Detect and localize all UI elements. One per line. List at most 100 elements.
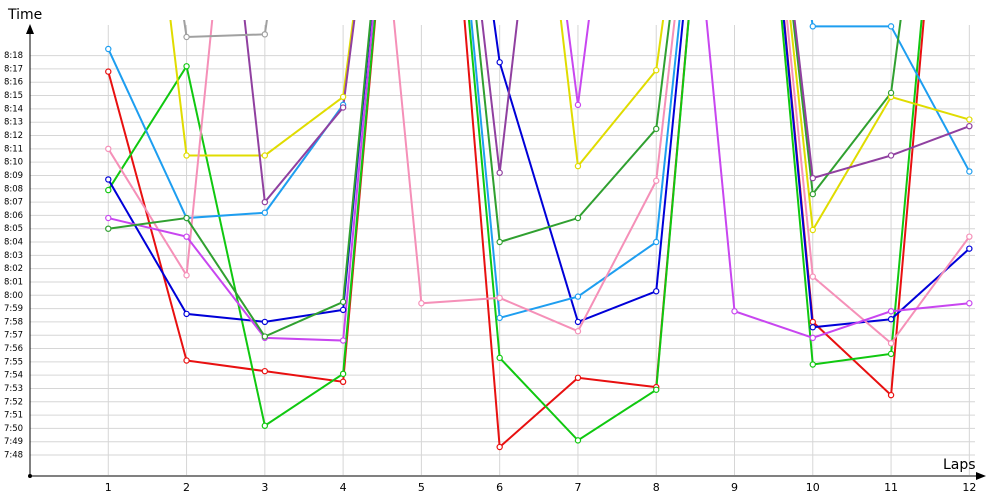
data-point — [887, 316, 895, 323]
data-point — [887, 339, 895, 347]
x-tick-label: 2 — [183, 481, 190, 494]
data-point — [339, 104, 347, 111]
data-point — [574, 328, 582, 335]
y-tick-label: 8:18 — [4, 51, 23, 61]
data-point — [887, 391, 895, 399]
data-point — [261, 318, 269, 326]
series-line — [243, 20, 970, 205]
data-point — [574, 318, 582, 326]
y-tick-label: 8:13 — [4, 118, 23, 128]
x-tick-label: 8 — [653, 481, 660, 494]
data-point — [966, 168, 973, 175]
data-point — [105, 145, 112, 153]
data-point — [496, 354, 503, 362]
series-line — [107, 20, 971, 329]
y-tick-label: 8:11 — [4, 144, 23, 154]
y-tick-label: 8:15 — [4, 91, 23, 101]
y-tick-label: 8:08 — [4, 184, 23, 194]
data-point — [496, 169, 503, 176]
data-point — [574, 101, 582, 109]
data-point — [809, 318, 816, 326]
data-point — [574, 374, 582, 382]
data-point — [809, 361, 816, 368]
y-tick-label: 8:01 — [4, 277, 23, 287]
x-axis-label: Laps — [943, 457, 976, 473]
data-point — [653, 288, 660, 295]
data-point — [105, 176, 112, 183]
y-tick-label: 8:17 — [4, 64, 23, 74]
data-point — [809, 334, 816, 342]
series-line — [108, 20, 902, 338]
series-line — [108, 20, 970, 342]
data-point — [261, 333, 269, 340]
data-point — [809, 190, 816, 198]
data-point — [183, 310, 190, 318]
y-axis-arrow — [26, 24, 34, 34]
y-tick-label: 8:14 — [4, 104, 23, 114]
y-tick-label: 8:02 — [4, 264, 23, 274]
y-tick-label: 8:06 — [4, 211, 23, 221]
y-tick-label: 8:16 — [4, 78, 23, 88]
data-point — [574, 437, 582, 444]
data-point — [339, 378, 347, 386]
data-point — [496, 59, 503, 66]
y-tick-label: 8:12 — [4, 131, 23, 141]
y-tick-label: 8:05 — [4, 224, 23, 234]
data-point — [887, 308, 895, 315]
data-point — [261, 209, 269, 216]
data-point — [183, 63, 190, 70]
data-point — [339, 370, 347, 378]
data-point — [653, 386, 660, 393]
y-axis-label: Time — [7, 7, 42, 23]
data-point — [261, 31, 269, 38]
data-point — [496, 443, 503, 451]
y-tick-label: 7:51 — [4, 411, 23, 421]
y-tick-label: 7:53 — [4, 384, 23, 394]
series-line — [169, 20, 970, 234]
data-point — [574, 214, 582, 222]
data-point — [653, 238, 660, 246]
data-point — [887, 23, 895, 30]
data-point — [261, 198, 269, 206]
data-point — [653, 67, 660, 74]
data-point — [183, 357, 190, 364]
data-point — [966, 245, 973, 252]
data-point — [261, 422, 269, 429]
y-tick-label: 8:10 — [4, 158, 23, 168]
series-line — [183, 20, 268, 39]
data-point — [183, 272, 190, 279]
data-point — [887, 89, 895, 97]
data-point — [809, 174, 816, 182]
data-point — [809, 23, 816, 30]
series-line — [107, 20, 971, 345]
x-tick-label: 7 — [574, 481, 581, 494]
data-point — [105, 186, 112, 194]
x-tick-label: 6 — [496, 481, 503, 494]
x-tick-label: 3 — [261, 481, 268, 494]
series-line — [107, 20, 971, 320]
data-point — [966, 300, 973, 307]
data-point — [339, 337, 347, 344]
data-point — [887, 152, 895, 159]
data-point — [183, 214, 190, 222]
data-point — [809, 324, 816, 331]
data-point — [574, 293, 582, 300]
data-point — [809, 273, 816, 280]
data-point — [418, 300, 425, 307]
grid — [30, 25, 975, 475]
x-tick-label: 1 — [105, 481, 112, 494]
y-tick-label: 7:59 — [4, 304, 23, 314]
data-point — [496, 314, 503, 322]
data-point — [966, 122, 973, 130]
data-point — [966, 233, 973, 240]
y-tick-label: 7:58 — [4, 317, 23, 327]
x-tick-label: 11 — [884, 481, 898, 494]
data-point — [105, 45, 112, 53]
data-point — [339, 306, 347, 314]
data-point — [339, 93, 347, 101]
x-tick-label: 10 — [806, 481, 820, 494]
data-point — [261, 152, 269, 159]
x-tick-label: 4 — [340, 481, 347, 494]
data-point — [183, 233, 190, 240]
data-point — [339, 298, 347, 306]
